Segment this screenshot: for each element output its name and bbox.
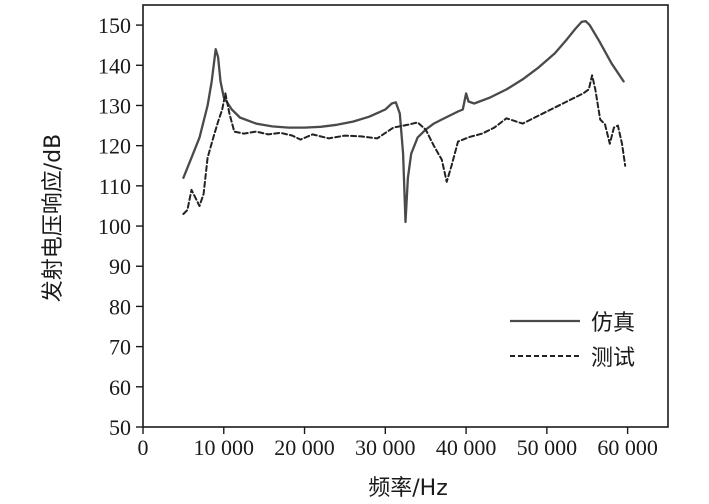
- x-tick-label: 30 000: [355, 435, 416, 460]
- x-tick-label: 40 000: [436, 435, 497, 460]
- y-tick-label: 50: [109, 415, 131, 440]
- series-layer: [182, 19, 627, 224]
- legend: 仿真 测试: [510, 311, 635, 371]
- y-tick-label: 140: [98, 53, 131, 78]
- series-line-test: [182, 74, 627, 215]
- y-axis-title: 发射电压响应/dB: [41, 134, 66, 302]
- plot-frame: [142, 4, 669, 428]
- y-tick-label: 110: [99, 174, 131, 199]
- y-tick-label: 130: [98, 93, 131, 118]
- legend-label-test: 测试: [591, 346, 635, 371]
- x-tick-label: 10 000: [194, 435, 255, 460]
- x-tick-label: 0: [138, 435, 149, 460]
- y-tick-label: 100: [98, 214, 131, 239]
- y-tick-label: 70: [109, 335, 131, 360]
- tick-labels-layer: 0 10 000 20 000 30 000 40 000 50 000 60 000 50 6…: [98, 13, 658, 460]
- x-tick-label: 60 000: [597, 435, 658, 460]
- ticks-layer: [136, 24, 629, 434]
- y-tick-label: 80: [109, 294, 131, 319]
- y-tick-label: 60: [109, 375, 131, 400]
- series-line-simulation: [182, 19, 625, 224]
- y-tick-label: 120: [98, 134, 131, 159]
- x-tick-label: 20 000: [274, 435, 335, 460]
- y-tick-label: 150: [98, 13, 131, 38]
- y-tick-label: 90: [109, 254, 131, 279]
- x-axis-title: 频率/Hz: [368, 476, 448, 501]
- x-tick-label: 50 000: [517, 435, 578, 460]
- legend-label-simulation: 仿真: [591, 311, 635, 336]
